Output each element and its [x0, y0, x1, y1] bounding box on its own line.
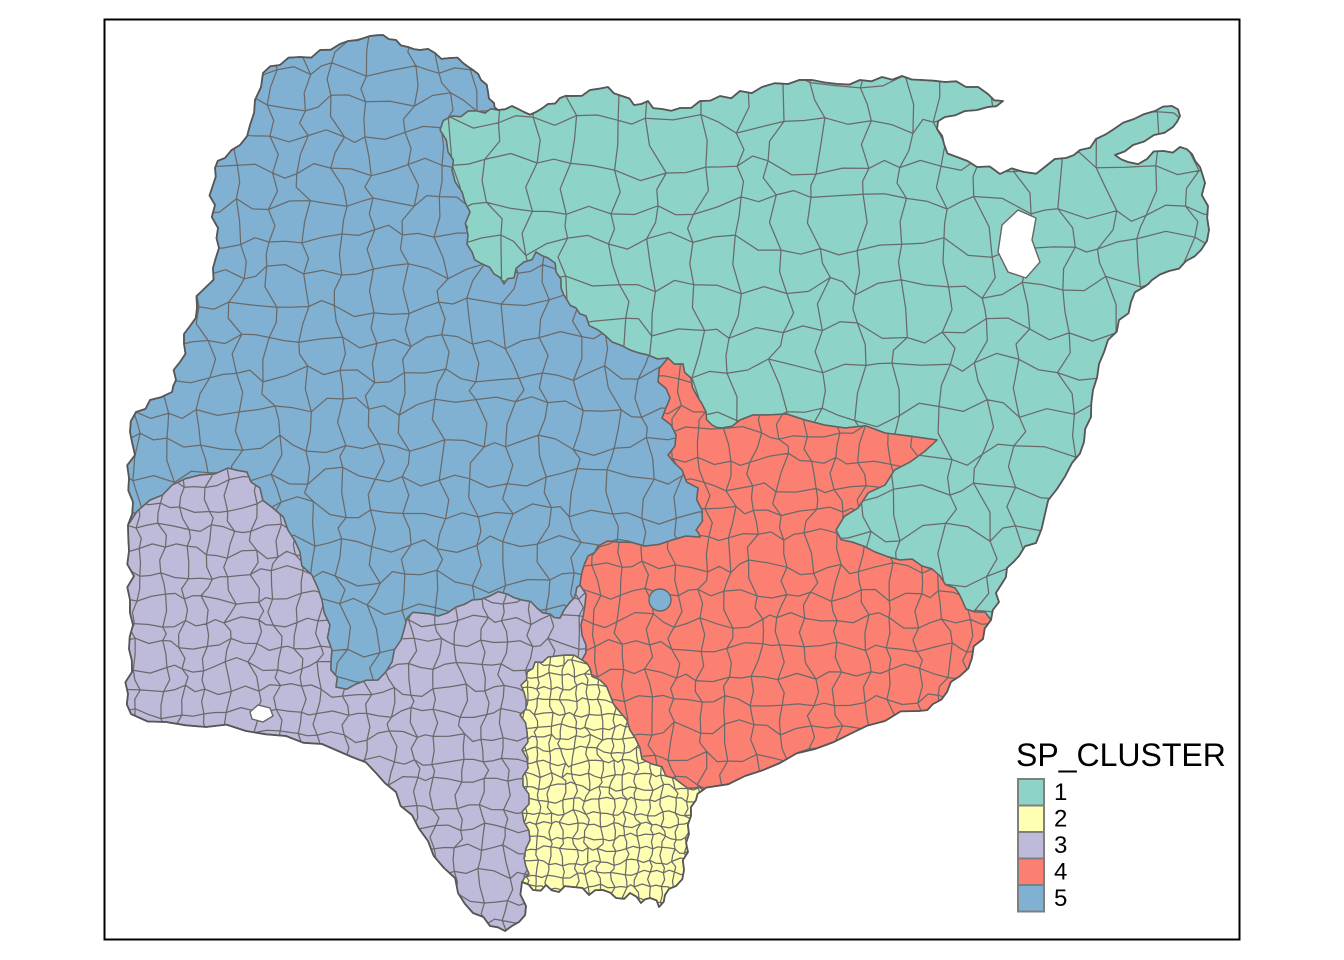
legend-label-5: 5: [1054, 885, 1067, 912]
lake-northeast: [997, 209, 1041, 279]
legend-swatch-2: [1017, 804, 1045, 833]
plot-frame: [103, 18, 1241, 941]
legend-title: SP_CLUSTER: [1016, 737, 1226, 773]
legend-label-1: 1: [1054, 779, 1067, 806]
legend-row: 3: [1017, 831, 1067, 860]
legend-row: 2: [1017, 804, 1067, 833]
legend-swatch-5: [1017, 884, 1045, 913]
lagoon-southwest: [249, 704, 274, 723]
legend-swatch-1: [1017, 778, 1045, 807]
legend-row: 4: [1017, 857, 1067, 886]
legend-label-4: 4: [1054, 859, 1067, 886]
water-bodies: [249, 209, 1041, 723]
country-outline: [124, 34, 1210, 932]
legend: SP_CLUSTER 1 2 3 4 5: [1016, 737, 1226, 913]
legend-swatch-4: [1017, 857, 1045, 886]
legend-swatch-3: [1017, 831, 1045, 860]
legend-row: 1: [1017, 778, 1067, 807]
round-lake-unit: [648, 588, 672, 612]
legend-label-2: 2: [1054, 806, 1067, 833]
legend-row: 5: [1017, 884, 1067, 913]
legend-label-3: 3: [1054, 832, 1067, 859]
